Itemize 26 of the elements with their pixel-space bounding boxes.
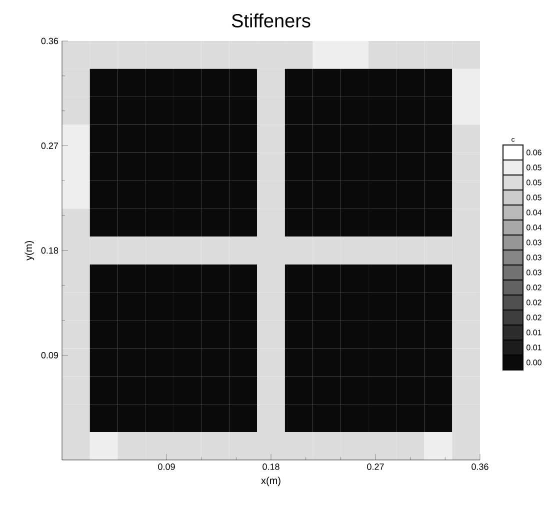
color-bar-label: 0.05	[526, 164, 542, 170]
color-bar-label: 0.06	[526, 150, 542, 156]
y-tick-label: 0.18	[41, 247, 58, 254]
color-bar-label: 0.05	[526, 180, 542, 186]
chart-title: Stiffeners	[232, 14, 310, 28]
y-tick-label: 0.36	[41, 38, 58, 44]
x-tick-label: 0.36	[472, 464, 488, 470]
y-tick-label: 0.27	[41, 142, 58, 149]
color-bar-label: 0.02	[526, 314, 542, 320]
color-bar-label: 0.01	[526, 344, 542, 350]
color-bar-label: 0.02	[526, 284, 542, 290]
x-axis-title: x(m)	[261, 476, 280, 486]
x-tick-label: 0.09	[158, 464, 175, 470]
x-tick-label: 0.27	[367, 464, 384, 470]
color-bar-label: 0.01	[526, 330, 542, 336]
color-bar-label: 0.04	[526, 210, 542, 216]
y-tick-label: 0.09	[41, 352, 58, 358]
color-bar-label: 0.03	[526, 254, 542, 260]
color-bar-label: 0.05	[526, 194, 542, 200]
color-bar-label: 0.03	[526, 270, 542, 276]
color-bar-label: 0.02	[526, 300, 542, 306]
x-tick-label: 0.18	[262, 464, 280, 470]
y-axis-title: y(m)	[24, 241, 34, 260]
color-bar-label: 0.03	[526, 240, 542, 246]
color-bar-label: 0.00	[526, 360, 542, 366]
color-bar-label: 0.04	[526, 224, 542, 230]
